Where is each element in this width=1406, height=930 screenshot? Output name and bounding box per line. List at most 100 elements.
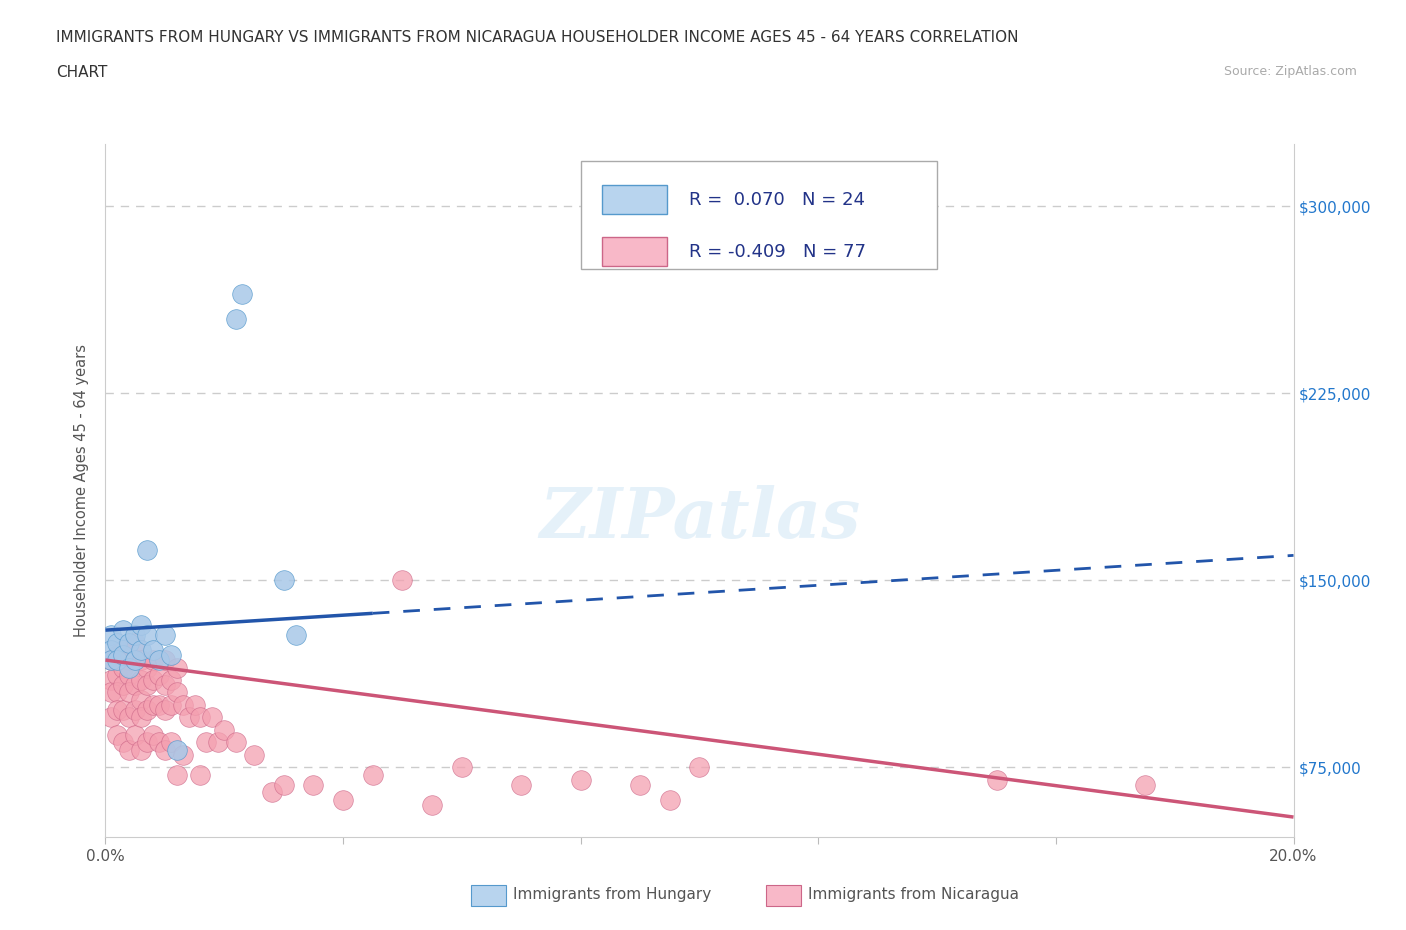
Point xyxy=(129,742,152,757)
Point xyxy=(124,727,146,742)
Text: CHART: CHART xyxy=(56,65,108,80)
Point xyxy=(100,653,122,668)
Point xyxy=(112,623,135,638)
Point xyxy=(118,685,141,700)
Point xyxy=(153,628,176,643)
Point xyxy=(124,628,146,643)
Point xyxy=(273,573,295,588)
Point xyxy=(136,735,159,750)
Point xyxy=(124,653,146,668)
Point xyxy=(569,772,592,787)
Point xyxy=(112,643,135,658)
Point xyxy=(214,723,236,737)
Point xyxy=(129,693,152,708)
Point xyxy=(129,710,152,724)
Point xyxy=(166,660,188,675)
Point xyxy=(124,678,146,693)
Point xyxy=(172,698,194,712)
Point xyxy=(225,312,247,326)
Point xyxy=(136,628,159,643)
Point xyxy=(112,735,135,750)
Point xyxy=(142,727,165,742)
Point xyxy=(201,710,224,724)
Point xyxy=(361,767,384,782)
FancyBboxPatch shape xyxy=(602,237,668,266)
Text: R = -0.409   N = 77: R = -0.409 N = 77 xyxy=(689,243,866,260)
Point xyxy=(450,760,472,775)
Point xyxy=(105,668,128,683)
Point xyxy=(153,742,176,757)
Point xyxy=(105,647,128,662)
Point xyxy=(420,797,443,812)
Text: IMMIGRANTS FROM HUNGARY VS IMMIGRANTS FROM NICARAGUA HOUSEHOLDER INCOME AGES 45 : IMMIGRANTS FROM HUNGARY VS IMMIGRANTS FR… xyxy=(56,30,1019,45)
Point xyxy=(243,748,266,763)
Point xyxy=(153,702,176,717)
Point xyxy=(105,685,128,700)
Point xyxy=(112,678,135,693)
Point xyxy=(112,660,135,675)
Point xyxy=(129,653,152,668)
Point xyxy=(195,735,218,750)
Point xyxy=(148,668,170,683)
Text: ZIPatlas: ZIPatlas xyxy=(538,485,860,552)
Point xyxy=(225,735,247,750)
Point xyxy=(129,618,152,632)
Point xyxy=(166,685,188,700)
Point xyxy=(166,767,188,782)
Point xyxy=(166,742,188,757)
Point xyxy=(136,660,159,675)
Point xyxy=(148,698,170,712)
Point xyxy=(159,647,181,662)
FancyBboxPatch shape xyxy=(581,162,936,269)
Point xyxy=(273,777,295,792)
Point xyxy=(118,668,141,683)
Point xyxy=(100,685,122,700)
Point xyxy=(207,735,229,750)
Y-axis label: Householder Income Ages 45 - 64 years: Householder Income Ages 45 - 64 years xyxy=(75,344,90,637)
Point xyxy=(100,643,122,658)
Point xyxy=(177,710,200,724)
Point xyxy=(112,702,135,717)
Point xyxy=(100,653,122,668)
Point xyxy=(332,792,354,807)
Point xyxy=(142,698,165,712)
Point xyxy=(172,748,194,763)
Point xyxy=(118,635,141,650)
Point xyxy=(142,653,165,668)
Point xyxy=(100,710,122,724)
Point xyxy=(148,653,170,668)
Point xyxy=(105,727,128,742)
Point xyxy=(136,543,159,558)
Text: Immigrants from Nicaragua: Immigrants from Nicaragua xyxy=(808,887,1019,902)
Point xyxy=(112,647,135,662)
Point xyxy=(142,672,165,687)
Point xyxy=(689,760,711,775)
Point xyxy=(302,777,325,792)
Point xyxy=(986,772,1008,787)
Point xyxy=(153,678,176,693)
Point xyxy=(129,643,152,658)
Point xyxy=(136,702,159,717)
Text: Source: ZipAtlas.com: Source: ZipAtlas.com xyxy=(1223,65,1357,78)
Text: R =  0.070   N = 24: R = 0.070 N = 24 xyxy=(689,191,865,208)
Point xyxy=(100,628,122,643)
Point xyxy=(105,653,128,668)
Point xyxy=(159,735,181,750)
Point xyxy=(159,698,181,712)
Point xyxy=(183,698,205,712)
Point xyxy=(628,777,651,792)
Text: Immigrants from Hungary: Immigrants from Hungary xyxy=(513,887,711,902)
Point xyxy=(1133,777,1156,792)
Point xyxy=(510,777,533,792)
Point xyxy=(100,672,122,687)
Point xyxy=(153,653,176,668)
Point xyxy=(118,710,141,724)
Point xyxy=(105,702,128,717)
Point xyxy=(118,742,141,757)
Point xyxy=(231,286,253,301)
Point xyxy=(190,710,212,724)
Point xyxy=(124,635,146,650)
Point xyxy=(105,635,128,650)
Point xyxy=(129,672,152,687)
Point xyxy=(391,573,413,588)
